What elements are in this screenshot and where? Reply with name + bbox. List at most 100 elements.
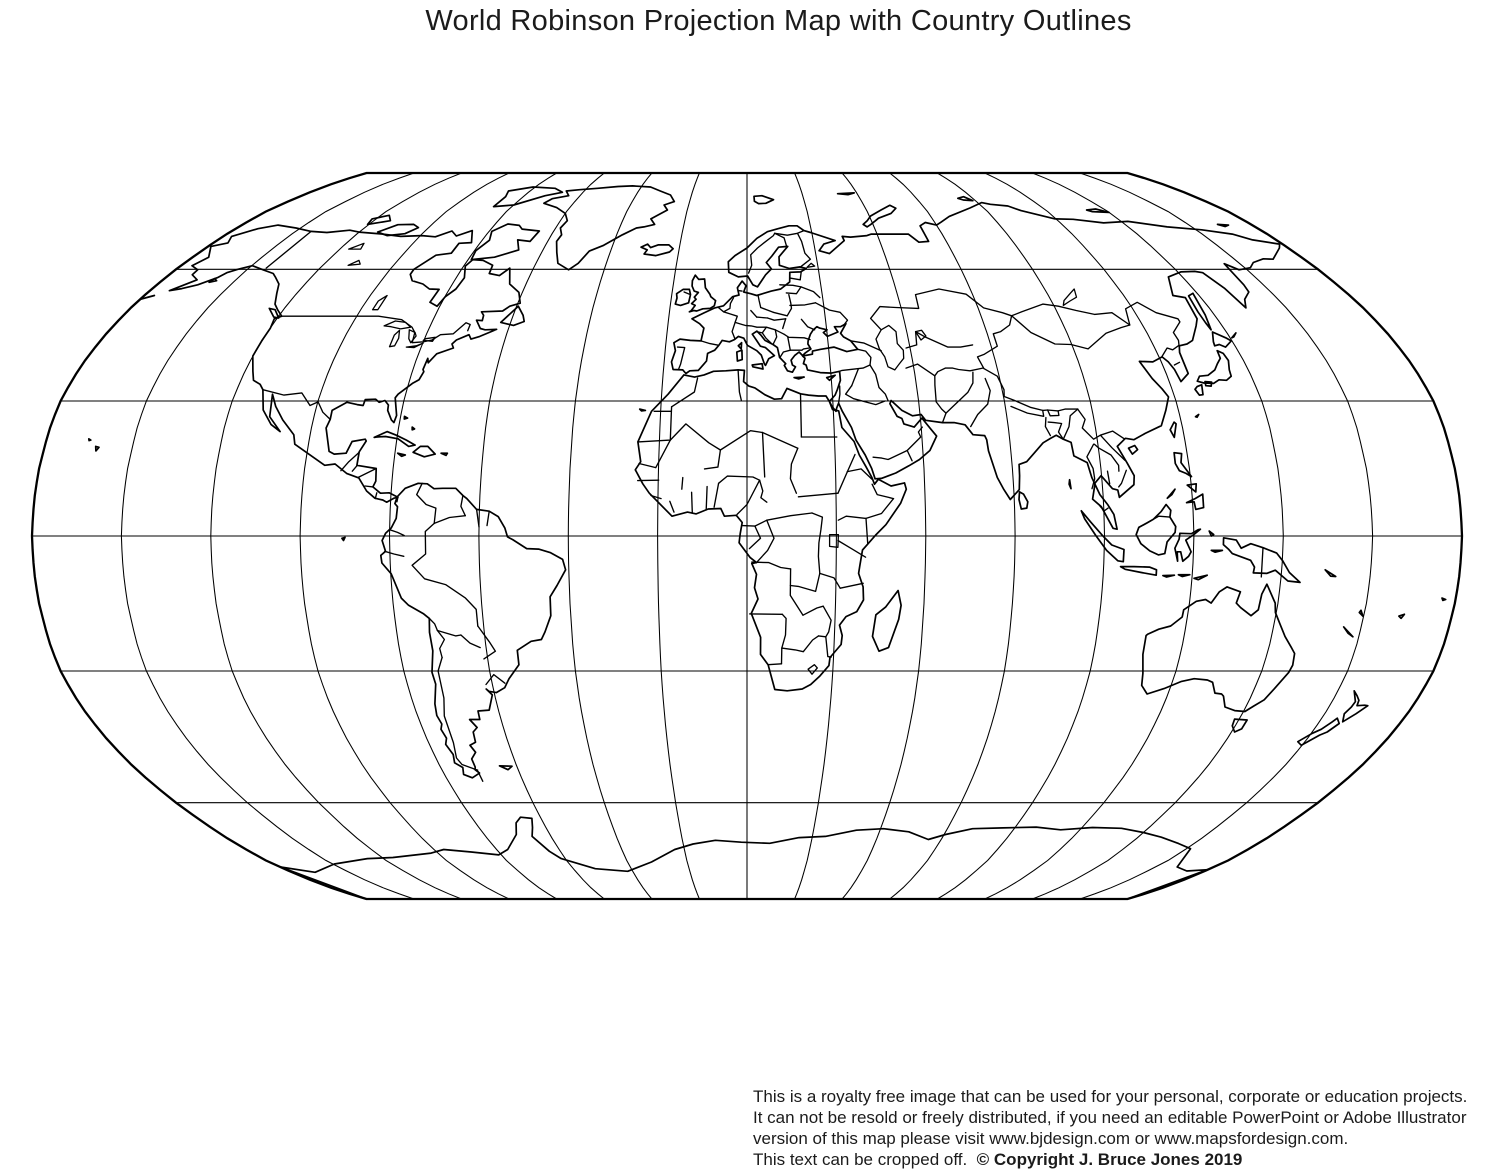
border-india-pakistan <box>970 377 991 428</box>
border-germany-poland <box>757 294 762 309</box>
land-sumbawa <box>1162 574 1176 578</box>
border-mali-niger <box>703 449 722 470</box>
border-angola-zambia <box>789 568 804 616</box>
land-new-caledonia <box>1342 626 1354 638</box>
land-eurasia <box>670 201 1281 531</box>
border-kenya-ethiopia <box>837 515 867 521</box>
border-colombia-ecuador <box>388 529 405 537</box>
border-bulgaria-greece-turkey <box>789 347 810 351</box>
attribution-line-3: version of this map please visit www.bjd… <box>753 1129 1349 1148</box>
land-borneo <box>1135 503 1177 556</box>
border-hungary-romania <box>782 318 787 330</box>
border-paraguay-brazil <box>477 625 497 660</box>
border-romania-bulgaria <box>783 333 811 341</box>
land-south-america <box>379 482 567 779</box>
border-latvia-estonia <box>789 277 801 281</box>
border-afghan-pakistan <box>945 371 974 414</box>
land-luzon <box>1173 451 1193 478</box>
land-okinawa <box>1194 413 1200 419</box>
border-car-drc <box>766 512 813 521</box>
land-galapagos <box>341 536 346 542</box>
land-greenland <box>543 185 676 271</box>
border-tanzania-mozambique <box>839 582 864 589</box>
land-australia <box>1140 583 1296 713</box>
land-crete <box>793 376 806 380</box>
copyright-text: © Copyright J. Bruce Jones 2019 <box>976 1150 1243 1169</box>
border-cambodia-vietnam <box>1118 469 1127 488</box>
land-nz-south-island <box>1296 717 1341 747</box>
border-czech-poland <box>760 306 774 313</box>
land-timor <box>1193 574 1209 581</box>
border-iran-afghan-pakistan <box>934 375 947 424</box>
border-lithuania-belarus <box>785 286 802 295</box>
border-algeria-tunisia <box>737 369 742 401</box>
country-borders <box>262 229 1264 782</box>
land-svalbard <box>753 194 775 205</box>
page-title: World Robinson Projection Map with Count… <box>425 5 1132 37</box>
lake-baikal <box>1062 288 1078 307</box>
land-hokkaido <box>1211 331 1233 348</box>
border-ivory-coast-ghana <box>690 491 693 514</box>
border-belarus-russia <box>800 286 821 299</box>
land-sumatra <box>1080 509 1125 563</box>
land-visayas <box>1186 482 1198 493</box>
land-canary-islands <box>638 408 647 412</box>
border-chile-argentina <box>437 656 479 771</box>
border-lithuania-latvia <box>779 284 802 288</box>
border-kazakhstan-russia <box>869 288 1013 331</box>
land-bahamas <box>403 415 409 420</box>
border-france-germany <box>717 306 738 324</box>
border-serbia-bosnia <box>772 329 778 346</box>
border-sweden-finland <box>774 232 788 247</box>
land-kodiak <box>208 277 218 284</box>
border-senegal-mauritania <box>638 462 657 469</box>
land-franz-josef <box>836 192 856 196</box>
attribution: This is a royalty free image that can be… <box>753 1086 1503 1170</box>
border-belarus-ukraine <box>789 302 817 307</box>
border-mali-algeria <box>669 423 722 451</box>
border-ukraine-russia <box>814 302 849 326</box>
land-vancouver-island <box>268 307 280 319</box>
land-iceland <box>640 243 674 257</box>
border-turkmen-iran <box>905 363 936 377</box>
border-venezuela-guyana <box>460 494 466 517</box>
border-nicaragua-costa-rica <box>364 485 374 488</box>
land-corsica <box>737 341 743 350</box>
land-aleutians <box>139 294 156 301</box>
border-us-canada-alaska <box>265 230 312 269</box>
land-andaman <box>1068 478 1072 490</box>
border-uruguay-brazil <box>485 673 506 686</box>
border-china-himalaya <box>1003 395 1079 412</box>
attribution-line-2: It can not be resold or freely distribut… <box>753 1108 1467 1127</box>
border-namibia-south-africa <box>767 663 783 666</box>
aral-sea <box>914 329 927 341</box>
border-morocco-algeria <box>670 377 699 408</box>
land-fiji <box>1398 613 1406 620</box>
border-afghan-north <box>934 367 984 377</box>
border-namibia-botswana <box>780 613 787 665</box>
border-lesotho <box>807 664 818 675</box>
border-nigeria-cameroon <box>736 479 761 516</box>
border-russia-china-amur <box>1124 301 1181 346</box>
border-turkey-caucasus <box>857 348 872 366</box>
border-croatia-bosnia <box>761 332 772 344</box>
land-hainan <box>1127 444 1139 455</box>
border-india-bangladesh-west <box>1044 416 1052 437</box>
land-jamaica <box>396 452 407 458</box>
land-bahamas-2 <box>411 426 416 431</box>
land-shikoku <box>1204 380 1213 387</box>
border-greece-albania <box>779 349 791 359</box>
border-mali-burkina <box>681 476 684 490</box>
border-ethiopia-somalia-north <box>871 483 895 500</box>
border-korea-dmz <box>1173 361 1181 366</box>
graticule <box>32 172 1462 900</box>
land-tasmania <box>1231 718 1248 733</box>
border-congo-drc <box>755 519 775 564</box>
land-wrangel <box>1216 223 1230 228</box>
border-us-canada <box>281 315 471 344</box>
border-turkey-syria-iraq <box>838 364 871 372</box>
land-severnaya-zemlya <box>956 195 974 202</box>
caspian-sea <box>875 324 905 371</box>
land-seram <box>1210 549 1224 554</box>
